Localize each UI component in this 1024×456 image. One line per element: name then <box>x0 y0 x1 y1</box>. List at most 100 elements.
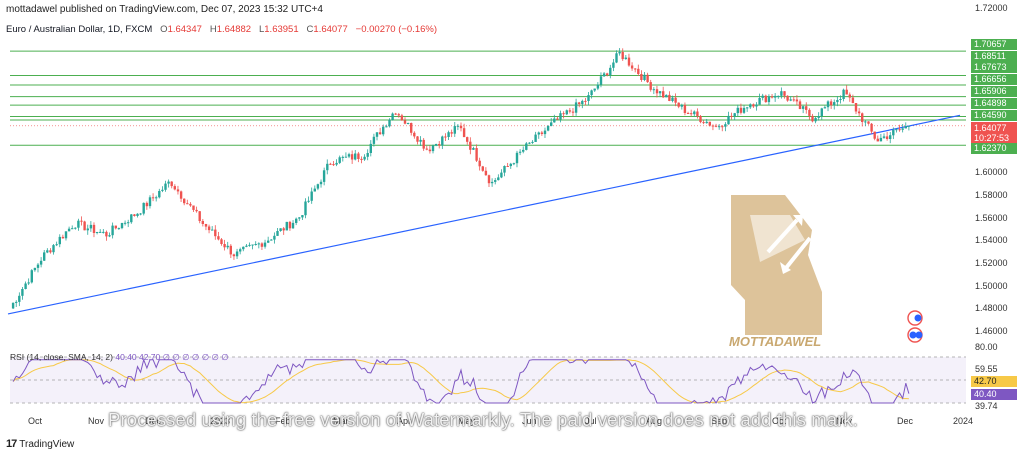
candle-body <box>58 236 61 245</box>
open-value: 1.64347 <box>167 24 202 35</box>
candle-body <box>95 232 99 233</box>
candle-body <box>674 97 677 103</box>
candle-body <box>410 123 413 133</box>
price-tick-5: 1.54000 <box>975 235 1008 245</box>
candle-body <box>338 157 341 163</box>
candle-body <box>413 132 416 137</box>
candle-body <box>469 141 472 150</box>
candle-body <box>77 220 80 228</box>
candle-body <box>295 218 298 223</box>
candle-body <box>298 217 301 219</box>
candle-body <box>512 163 516 165</box>
candle-body <box>671 97 674 101</box>
time-label-feb: Feb <box>275 416 291 426</box>
candle-body <box>55 244 58 246</box>
candle-body <box>67 228 71 232</box>
candle-body <box>609 67 612 76</box>
candle-body <box>721 126 724 128</box>
candle-body <box>879 137 883 142</box>
time-label-nov-2: Nov <box>836 416 853 426</box>
candle-body <box>690 113 693 115</box>
candle-body <box>117 228 121 230</box>
candle-body <box>627 57 631 66</box>
candle-body <box>528 142 531 144</box>
candle-body <box>192 205 195 210</box>
candle-body <box>680 105 683 107</box>
candle-body <box>276 231 279 236</box>
candle-body <box>724 124 727 127</box>
candle-body <box>378 132 382 135</box>
candle-body <box>89 224 93 229</box>
candle-body <box>130 214 133 223</box>
candle-body <box>839 99 842 100</box>
candle-body <box>643 74 646 80</box>
candle-body <box>606 73 609 76</box>
candle-body <box>761 95 764 98</box>
candle-body <box>783 91 786 96</box>
price-tick-2: 1.60000 <box>975 167 1008 177</box>
candle-body <box>655 89 659 94</box>
close-label: C <box>306 24 314 35</box>
candle-body <box>183 198 186 204</box>
candle-body <box>164 183 167 190</box>
time-label-aug: Aug <box>646 416 663 426</box>
candle-body <box>829 101 833 106</box>
candle-body <box>752 104 755 107</box>
candle-body <box>484 170 488 176</box>
candle-body <box>400 115 404 121</box>
candle-body <box>229 245 232 255</box>
candle-body <box>71 228 74 230</box>
candle-body <box>500 172 503 178</box>
candle-body <box>263 242 267 247</box>
candle-body <box>568 110 572 112</box>
candle-body <box>876 138 879 142</box>
candle-body <box>145 202 149 207</box>
level-tag-1: 1.70657 <box>971 39 1017 50</box>
tradingview-logo[interactable]: 17 TradingView <box>6 438 74 450</box>
candle-body <box>456 125 460 127</box>
candle-body <box>836 100 839 103</box>
candle-body <box>136 213 139 216</box>
close-value: 1.64077 <box>313 24 348 35</box>
time-label-sep: Sep <box>711 416 728 426</box>
rsi-legend[interactable]: RSI (14, close, SMA, 14, 2) 40.40 42.70 … <box>10 352 229 363</box>
candle-body <box>307 200 310 202</box>
candle-body <box>434 144 438 146</box>
candle-body <box>419 139 422 142</box>
change-value: −0.00270 (−0.16%) <box>355 24 438 35</box>
candle-body <box>789 99 792 101</box>
candle-body <box>382 126 385 135</box>
candle-body <box>354 153 357 160</box>
candle-body <box>282 228 285 231</box>
bar-countdown: 10:27:53 <box>974 133 1010 143</box>
candle-body <box>279 228 282 231</box>
candle-body <box>652 89 655 91</box>
candle-body <box>226 245 229 248</box>
candle-body <box>21 289 24 296</box>
candle-body <box>522 149 525 152</box>
candle-body <box>223 244 226 248</box>
candle-body <box>394 113 397 115</box>
candle-body <box>487 175 491 184</box>
trendline <box>7 114 961 315</box>
flag-dot-icon-2 <box>909 331 917 339</box>
open-label: O <box>160 24 168 35</box>
candle-body <box>108 235 111 237</box>
candle-body <box>350 154 354 160</box>
candle-body <box>584 100 587 102</box>
candle-body <box>207 226 211 231</box>
candle-body <box>848 94 851 98</box>
candle-body <box>242 246 245 250</box>
candle-body <box>546 126 550 131</box>
candle-body <box>220 239 223 244</box>
candle-body <box>447 132 450 137</box>
candle-body <box>326 163 329 171</box>
candle-body <box>870 123 873 132</box>
level-tag-6: 1.64898 <box>971 98 1017 109</box>
low-label: L <box>258 24 265 35</box>
time-label-oct: Oct <box>28 416 43 426</box>
candle-body <box>403 120 407 124</box>
candle-body <box>798 101 802 109</box>
candle-body <box>518 151 522 153</box>
